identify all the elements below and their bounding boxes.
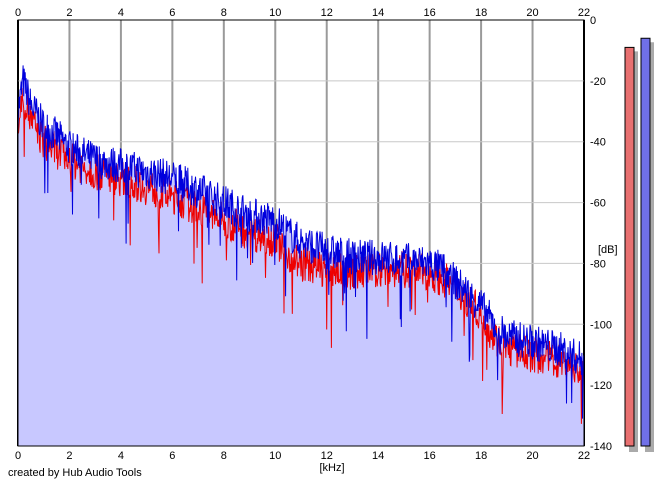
x-tick-top-4: 4 bbox=[118, 7, 124, 19]
x-tick-bottom-4: 4 bbox=[118, 450, 124, 462]
x-tick-top-6: 6 bbox=[169, 7, 175, 19]
x-tick-top-14: 14 bbox=[372, 7, 384, 19]
y-tick-0: 0 bbox=[590, 15, 596, 27]
x-tick-labels-top: 0 2 4 6 8 10 12 14 16 18 20 22 bbox=[15, 7, 590, 19]
level-meter-2 bbox=[640, 37, 651, 447]
x-tick-bottom-6: 6 bbox=[169, 450, 175, 462]
y-tick--80: -80 bbox=[590, 258, 606, 270]
plot-frame bbox=[17, 19, 585, 447]
x-tick-top-2: 2 bbox=[66, 7, 72, 19]
x-tick-bottom-14: 14 bbox=[372, 450, 384, 462]
y-tick--100: -100 bbox=[590, 319, 612, 331]
x-tick-bottom-16: 16 bbox=[424, 450, 436, 462]
x-tick-bottom-0: 0 bbox=[15, 450, 21, 462]
x-tick-top-18: 18 bbox=[475, 7, 487, 19]
level-meter-1 bbox=[624, 46, 635, 447]
x-tick-bottom-8: 8 bbox=[221, 450, 227, 462]
spectrum-line-blue bbox=[17, 65, 585, 419]
x-tick-labels-bottom: 0 2 4 6 8 10 12 14 16 18 20 22 bbox=[15, 450, 590, 462]
x-tick-top-22: 22 bbox=[578, 7, 590, 19]
credit-text: created by Hub Audio Tools bbox=[8, 467, 142, 479]
x-tick-top-12: 12 bbox=[321, 7, 333, 19]
x-tick-bottom-18: 18 bbox=[475, 450, 487, 462]
x-tick-top-0: 0 bbox=[15, 7, 21, 19]
x-tick-bottom-20: 20 bbox=[526, 450, 538, 462]
x-tick-bottom-10: 10 bbox=[269, 450, 281, 462]
x-tick-top-16: 16 bbox=[424, 7, 436, 19]
y-tick--40: -40 bbox=[590, 137, 606, 149]
x-tick-bottom-2: 2 bbox=[66, 450, 72, 462]
x-tick-bottom-22: 22 bbox=[578, 450, 590, 462]
x-tick-top-8: 8 bbox=[221, 7, 227, 19]
x-tick-bottom-12: 12 bbox=[321, 450, 333, 462]
y-tick-labels: 0 -20 -40 -60 -80 -100 -120 -140 bbox=[590, 15, 612, 453]
y-axis-label: [dB] bbox=[598, 244, 618, 256]
y-tick--140: -140 bbox=[590, 441, 612, 453]
y-tick--120: -120 bbox=[590, 380, 612, 392]
y-tick--60: -60 bbox=[590, 198, 606, 210]
x-axis-label: [kHz] bbox=[319, 462, 344, 474]
y-tick--20: -20 bbox=[590, 76, 606, 88]
x-tick-top-20: 20 bbox=[526, 7, 538, 19]
level-meters bbox=[624, 37, 654, 453]
x-tick-top-10: 10 bbox=[269, 7, 281, 19]
